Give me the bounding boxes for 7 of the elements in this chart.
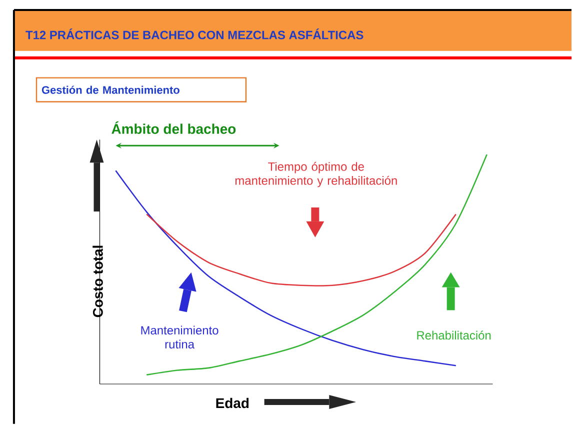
chart-subtitle: Gestión de Mantenimiento bbox=[42, 86, 180, 94]
text: Rehabilitación bbox=[417, 330, 491, 340]
text: Ámbito del bacheo bbox=[112, 121, 236, 134]
annotation: Tiempo óptimo de mantenimiento y rehabilitación bbox=[235, 162, 397, 188]
x-axis-title: Edad bbox=[216, 398, 249, 408]
chart-title: T12 PRÁCTICAS DE BACHEO CON MEZCLAS ASFÁLTICAS bbox=[26, 28, 364, 40]
legend-label: Mantenimiento rutina bbox=[141, 326, 218, 349]
